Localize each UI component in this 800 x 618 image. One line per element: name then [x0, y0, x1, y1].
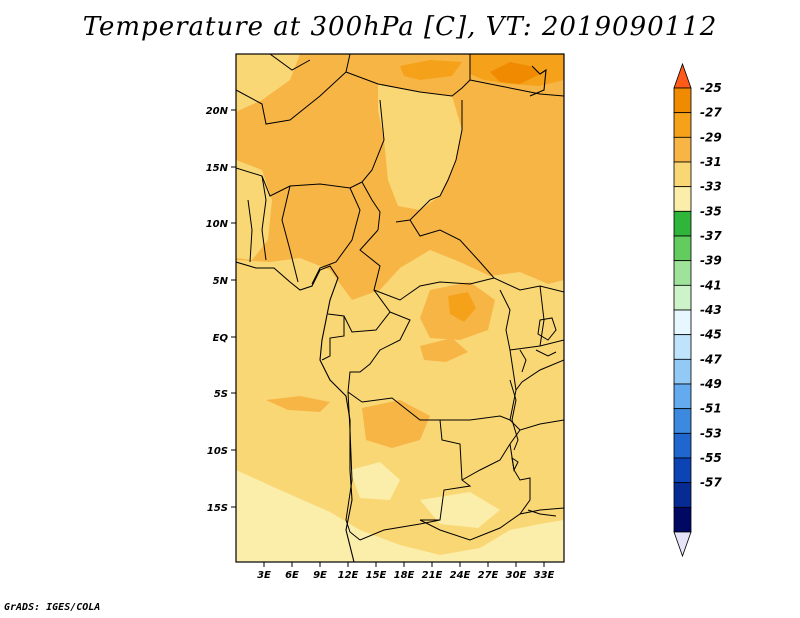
- map-frame: [235, 53, 565, 563]
- colorbar-swatch: [673, 284, 692, 311]
- colorbar-swatch: [673, 408, 692, 434]
- colorbar-label: -33: [700, 180, 722, 194]
- colorbar-swatch: [673, 87, 692, 114]
- lat-label: 15S: [207, 503, 228, 514]
- temperature-field: [236, 54, 564, 562]
- colorbar-label: -57: [700, 476, 722, 490]
- colorbar-label: -47: [700, 352, 722, 366]
- lon-label: 15E: [366, 570, 387, 581]
- colorbar-label: -55: [700, 451, 722, 465]
- colorbar-label: -25: [700, 81, 722, 95]
- lat-label: EQ: [213, 333, 229, 344]
- lakes: [509, 317, 557, 517]
- colorbar-swatch: [673, 136, 692, 163]
- colorbar-swatch: [673, 506, 692, 533]
- lat-label: 20N: [206, 106, 229, 117]
- colorbar-label: -53: [700, 426, 722, 440]
- lon-label: 24E: [450, 570, 471, 581]
- colorbar-label: -27: [700, 106, 722, 120]
- lat-label: 5S: [214, 389, 228, 400]
- colorbar-swatch: [673, 161, 692, 188]
- colorbar-swatch: [673, 432, 692, 459]
- colorbar-label: -41: [700, 278, 722, 292]
- colorbar-label: -35: [700, 204, 722, 218]
- colorbar-min-triangle: [673, 531, 692, 558]
- lon-label: 27E: [478, 570, 499, 581]
- colorbar-label: -29: [700, 130, 722, 144]
- longitude-axis: 3E 6E 9E 12E 15E 18E 21E 24E 27E 30E 33E: [257, 562, 555, 581]
- colorbar-label: -31: [700, 155, 722, 169]
- lon-label: 3E: [257, 570, 271, 581]
- colorbar-swatch: [673, 383, 692, 410]
- lat-label: 15N: [206, 163, 229, 174]
- colorbar-swatch: [673, 358, 692, 385]
- colorbar-label: -43: [700, 303, 722, 317]
- colorbar-label: -45: [700, 328, 722, 342]
- colorbar-swatch: [673, 112, 692, 138]
- colorbar-swatch: [673, 186, 692, 212]
- colorbar-swatch: [673, 260, 692, 286]
- colorbar-swatch: [673, 457, 692, 484]
- colorbar-label: -39: [700, 254, 722, 268]
- coastline: [236, 65, 547, 562]
- lon-label: 6E: [285, 570, 299, 581]
- lon-label: 33E: [534, 570, 555, 581]
- lon-label: 18E: [394, 570, 415, 581]
- colorbar-label: -37: [700, 229, 722, 243]
- lat-label: 5N: [213, 276, 229, 287]
- country-borders: [236, 54, 564, 541]
- colorbar: -25 -27 -29 -31 -33 -35 -37 -39 -41 -43 -45 -47 -49 -…: [673, 62, 722, 558]
- chart-title: Temperature at 300hPa [C], VT: 201909011…: [82, 12, 718, 42]
- colorbar-swatch: [673, 235, 692, 262]
- lon-label: 9E: [313, 570, 327, 581]
- lat-label: 10N: [206, 219, 229, 230]
- lon-label: 30E: [506, 570, 527, 581]
- colorbar-label: -49: [700, 377, 722, 391]
- lat-label: 10S: [207, 446, 228, 457]
- colorbar-swatch: [673, 482, 692, 508]
- colorbar-label: -51: [700, 402, 722, 416]
- colorbar-swatch: [673, 334, 692, 360]
- colorbar-swatch: [673, 210, 692, 237]
- lon-label: 21E: [422, 570, 443, 581]
- colorbar-swatch: [673, 309, 692, 336]
- credit-label: GrADS: IGES/COLA: [4, 602, 101, 613]
- lon-label: 12E: [338, 570, 359, 581]
- colorbar-max-triangle: [673, 62, 692, 89]
- latitude-axis: 20N 15N 10N 5N EQ 5S 10S 15S: [206, 106, 236, 514]
